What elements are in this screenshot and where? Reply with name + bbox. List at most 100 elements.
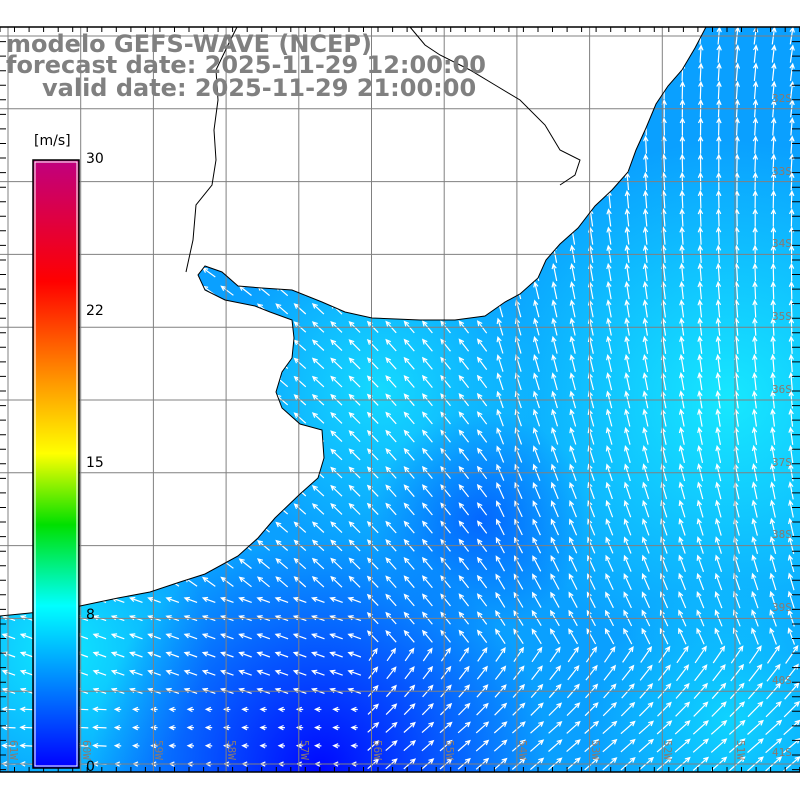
- wind-arrow: [678, 499, 686, 518]
- wind-arrow: [787, 627, 796, 645]
- wind-arrow: [311, 521, 325, 533]
- wind-arrow: [623, 518, 632, 536]
- wind-arrow: [128, 195, 144, 205]
- wind-arrow: [421, 593, 433, 607]
- wind-arrow: [311, 448, 325, 461]
- wind-arrow: [789, 189, 795, 209]
- lon-label-53w: 53W: [588, 740, 602, 760]
- wind-arrow: [458, 374, 470, 389]
- wind-arrow: [730, 645, 744, 664]
- wind-arrow: [751, 554, 759, 573]
- wind-arrow: [1, 596, 16, 603]
- wind-arrow: [697, 372, 703, 391]
- wind-arrow: [421, 302, 433, 316]
- wind-arrow: [238, 412, 252, 424]
- wind-arrow: [293, 266, 307, 279]
- wind-arrow: [697, 153, 704, 172]
- wind-arrow: [238, 267, 252, 278]
- wind-arrow: [495, 646, 506, 662]
- wind-arrow: [422, 647, 433, 662]
- colorbar-tick-30: 30: [86, 151, 104, 167]
- wind-arrow: [0, 214, 17, 222]
- wind-arrow: [770, 299, 776, 318]
- wind-arrow: [638, 738, 655, 753]
- wind-arrow: [168, 706, 176, 713]
- wind-arrow: [241, 706, 249, 713]
- wind-arrow: [275, 139, 289, 151]
- wind-arrow: [0, 432, 17, 440]
- wind-arrow: [128, 286, 144, 296]
- wind-arrow: [128, 413, 144, 423]
- wind-arrow: [769, 499, 776, 518]
- wind-arrow: [422, 665, 434, 680]
- wind-arrow: [458, 520, 470, 534]
- wind-arrow: [642, 481, 650, 500]
- wind-arrow: [311, 120, 325, 133]
- wind-arrow: [92, 231, 107, 241]
- wind-arrow: [679, 135, 686, 154]
- wind-arrow: [403, 721, 416, 733]
- wind-arrow: [496, 500, 505, 518]
- wind-arrow: [605, 591, 614, 609]
- wind-arrow: [1, 633, 16, 640]
- wind-arrow: [274, 596, 289, 603]
- wind-arrow: [751, 444, 758, 464]
- wind-arrow: [552, 44, 558, 63]
- wind-arrow: [293, 339, 307, 351]
- wind-arrow: [201, 503, 216, 515]
- wind-arrow: [110, 504, 126, 514]
- wind-arrow: [752, 262, 758, 282]
- wind-arrow: [292, 633, 307, 640]
- wind-arrow: [569, 190, 576, 209]
- wind-arrow: [348, 120, 361, 133]
- wind-arrow: [747, 738, 764, 754]
- wind-arrow: [493, 739, 508, 752]
- wind-arrow: [458, 556, 470, 571]
- wind-arrow: [679, 335, 685, 354]
- wind-arrow: [403, 138, 415, 152]
- wind-arrow: [533, 190, 539, 209]
- wind-arrow: [476, 429, 488, 443]
- wind-arrow: [293, 412, 307, 424]
- wind-arrow: [256, 430, 270, 442]
- wind-arrow: [403, 193, 415, 206]
- wind-arrow: [311, 339, 325, 351]
- wind-arrow: [788, 208, 795, 227]
- wind-arrow: [366, 557, 379, 570]
- wind-arrow: [128, 358, 144, 369]
- wind-arrow: [147, 231, 162, 241]
- wind-arrow: [569, 262, 576, 282]
- wind-arrow: [293, 557, 307, 570]
- wind-arrow: [165, 449, 180, 460]
- wind-arrow: [642, 353, 649, 373]
- wind-arrow: [551, 80, 558, 100]
- wind-arrow: [642, 189, 649, 209]
- wind-arrow: [550, 591, 560, 608]
- wind-arrow: [624, 189, 631, 209]
- wind-arrow: [403, 375, 415, 388]
- wind-arrow: [621, 664, 635, 681]
- wind-arrow: [605, 573, 614, 590]
- wind-arrow: [0, 287, 17, 295]
- wind-arrow: [385, 375, 397, 388]
- lat-label-35s: 35S: [772, 310, 792, 324]
- wind-arrow: [403, 593, 415, 607]
- wind-arrow: [223, 724, 231, 731]
- wind-arrow: [716, 80, 722, 100]
- wind-arrow: [186, 724, 195, 731]
- border-argentina-uruguay: [185, 26, 238, 273]
- wind-arrow: [330, 357, 343, 370]
- wind-arrow: [92, 669, 107, 676]
- wind-arrow: [494, 628, 506, 645]
- wind-arrow: [566, 739, 581, 753]
- wind-arrow: [403, 484, 415, 498]
- wind-arrow: [643, 135, 649, 154]
- wind-arrow: [220, 285, 234, 296]
- wind-arrow: [458, 575, 470, 589]
- wind-arrow: [92, 742, 107, 749]
- wind-arrow: [238, 521, 252, 533]
- wind-arrow: [92, 432, 107, 441]
- wind-arrow: [623, 554, 632, 572]
- wind-arrow: [403, 265, 415, 279]
- wind-arrow: [570, 117, 576, 136]
